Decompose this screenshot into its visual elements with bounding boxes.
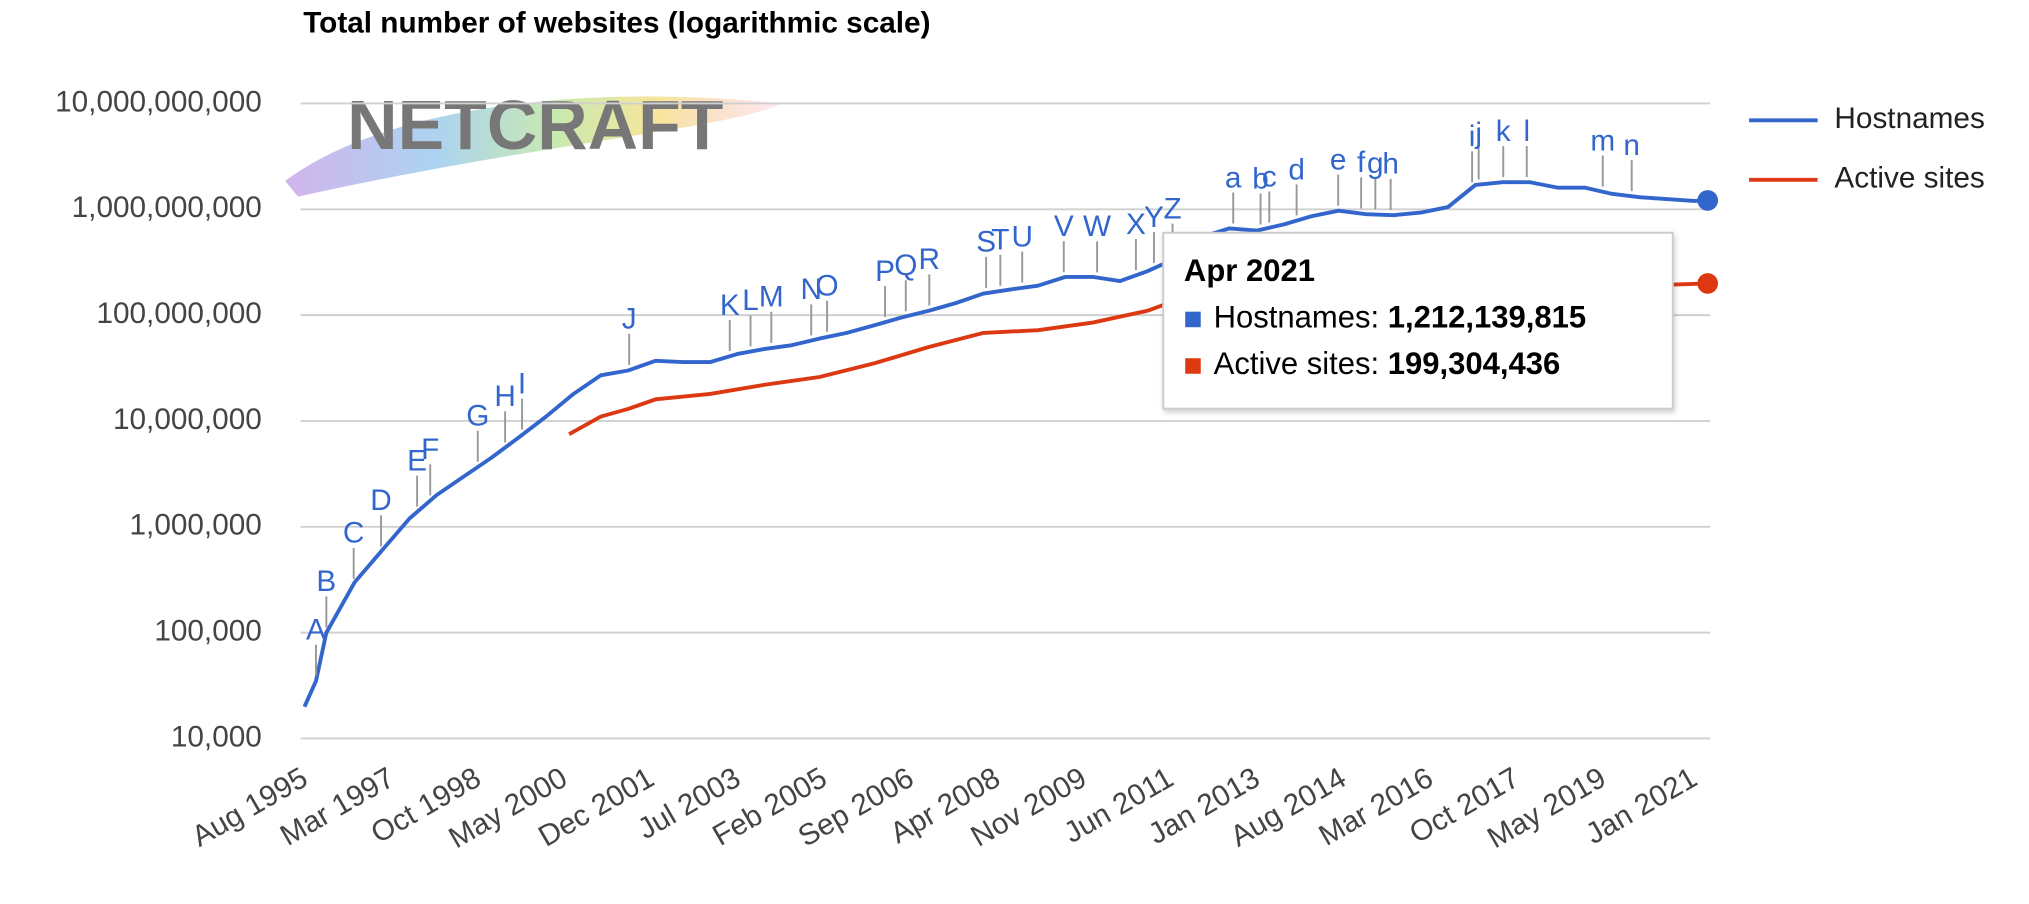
annotation-label: c (1262, 160, 1277, 193)
annotation-label: W (1083, 210, 1111, 243)
tooltip-label: Hostnames: (1214, 300, 1388, 335)
tooltip-value: 199,304,436 (1388, 346, 1560, 381)
annotation-label: G (466, 400, 489, 433)
end-point (1697, 273, 1718, 294)
annotation-label: F (421, 433, 439, 466)
legend-label: Hostnames (1834, 102, 1984, 135)
y-tick-label: 10,000,000 (113, 403, 262, 436)
annotation-label: m (1590, 124, 1615, 157)
y-tick-label: 100,000,000 (96, 297, 261, 330)
legend-label: Active sites (1834, 162, 1984, 195)
annotation-label: R (919, 243, 940, 276)
y-tick-label: 1,000,000,000 (72, 191, 262, 224)
annotation-label: l (1523, 115, 1530, 148)
annotation-label: d (1288, 153, 1305, 186)
tooltip-title: Apr 2021 (1184, 253, 1315, 288)
annotation-label: A (306, 613, 326, 646)
annotation-label: j (1474, 117, 1482, 150)
annotation-label: a (1225, 161, 1242, 194)
y-tick-label: 1,000,000 (130, 509, 262, 542)
chart: Total number of websites (logarithmic sc… (0, 0, 2029, 904)
y-tick-label: 10,000 (171, 720, 262, 753)
annotation-label: U (1011, 220, 1032, 253)
annotation-label: I (518, 367, 526, 400)
annotation-label: e (1330, 143, 1347, 176)
annotation-label: C (343, 517, 364, 550)
annotation-label: Q (894, 249, 917, 282)
annotation-label: k (1496, 115, 1511, 148)
annotation-label: n (1623, 129, 1640, 162)
tooltip-label: Active sites: (1214, 346, 1388, 381)
tooltip: Apr 2021 Hostnames: 1,212,139,815Active … (1163, 233, 1673, 409)
annotation-label: Y (1144, 201, 1164, 234)
y-tick-label: 10,000,000,000 (55, 85, 262, 118)
annotation-label: H (494, 380, 515, 413)
chart-title: Total number of websites (logarithmic sc… (303, 6, 930, 39)
tooltip-row: Active sites: 199,304,436 (1214, 346, 1561, 381)
annotation-label: J (622, 303, 637, 336)
annotation-label: X (1126, 208, 1146, 241)
logo-text: NETCRAFT (347, 86, 723, 164)
annotation-label: K (720, 289, 740, 322)
annotation-label: L (742, 284, 759, 317)
tooltip-swatch (1185, 312, 1201, 328)
annotation-label: h (1382, 148, 1399, 181)
tooltip-swatch (1185, 358, 1201, 374)
annotation-label: g (1367, 147, 1384, 180)
tooltip-value: 1,212,139,815 (1388, 300, 1586, 335)
tooltip-row: Hostnames: 1,212,139,815 (1214, 300, 1586, 335)
annotation-label: T (991, 224, 1009, 257)
annotation-label: P (875, 255, 895, 288)
annotation-label: B (316, 565, 336, 598)
y-tick-label: 100,000 (154, 614, 261, 647)
annotation-label: f (1357, 146, 1366, 179)
annotation-label: O (816, 270, 839, 303)
annotation-label: V (1054, 210, 1074, 243)
end-point (1697, 190, 1718, 211)
annotation-label: D (370, 484, 391, 517)
annotation-label: M (759, 281, 784, 314)
annotation-label: Z (1163, 192, 1181, 225)
